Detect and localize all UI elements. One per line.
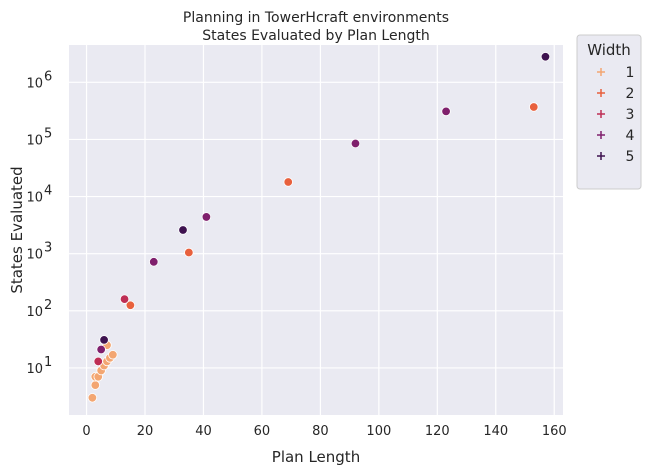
data-point-width-5 bbox=[540, 52, 551, 62]
legend-label-3: 3 bbox=[626, 107, 635, 123]
data-point-width-4 bbox=[96, 344, 106, 355]
y-tick-exponent: 4 bbox=[44, 184, 52, 199]
grid bbox=[69, 45, 563, 415]
x-tick-label: 40 bbox=[195, 424, 212, 439]
x-axis-label: Plan Length bbox=[272, 448, 360, 466]
x-tick-label: 120 bbox=[425, 424, 450, 439]
y-tick-label: 10 bbox=[26, 191, 43, 206]
legend-entries: 1 2 3 4 5 bbox=[597, 65, 635, 165]
y-tick-label: 10 bbox=[26, 133, 43, 148]
x-tick-label: 60 bbox=[254, 424, 271, 439]
data-point-width-1 bbox=[90, 380, 101, 390]
legend-marker-1 bbox=[597, 68, 605, 76]
legend-box bbox=[576, 34, 642, 190]
y-tick-exponent: 6 bbox=[44, 69, 52, 84]
plot-area bbox=[69, 45, 563, 415]
data-point-width-2 bbox=[125, 300, 136, 310]
legend-label-1: 1 bbox=[626, 65, 635, 81]
data-point-width-3 bbox=[119, 294, 130, 304]
chart-title: Planning in TowerHcraft environments bbox=[183, 10, 449, 26]
data-point-width-5 bbox=[99, 335, 109, 345]
y-tick-exponent: 5 bbox=[44, 126, 52, 141]
legend-label-2: 2 bbox=[626, 86, 635, 102]
data-point-width-2 bbox=[283, 177, 293, 187]
y-tick-exponent: 2 bbox=[44, 298, 52, 313]
data-point-width-1 bbox=[108, 350, 118, 360]
y-tick-label: 10 bbox=[26, 305, 43, 320]
legend-title: Width bbox=[587, 41, 631, 59]
data-point-width-4 bbox=[350, 138, 361, 149]
y-axis-label: States Evaluated bbox=[8, 166, 26, 293]
legend-marker-2 bbox=[597, 89, 605, 97]
y-tick-label: 10 bbox=[26, 248, 43, 263]
legend-label-4: 4 bbox=[626, 128, 635, 144]
data-point-width-2 bbox=[529, 102, 539, 112]
x-tick-label: 140 bbox=[483, 424, 508, 439]
legend-marker-3 bbox=[597, 110, 605, 118]
x-tick-label: 0 bbox=[82, 424, 90, 439]
legend-marker-5 bbox=[597, 152, 605, 160]
x-tick-labels: 0 20 40 60 80 100 120 140 160 bbox=[82, 424, 566, 439]
x-tick-label: 80 bbox=[312, 424, 329, 439]
data-point-width-4 bbox=[441, 106, 451, 117]
data-point-width-1 bbox=[87, 393, 98, 403]
y-tick-label: 10 bbox=[26, 76, 43, 91]
y-tick-exponent: 3 bbox=[44, 241, 52, 256]
x-tick-label: 160 bbox=[542, 424, 567, 439]
y-tick-label: 10 bbox=[26, 362, 43, 377]
data-point-width-2 bbox=[184, 247, 194, 258]
data-point-width-4 bbox=[149, 257, 159, 267]
data-point-width-3 bbox=[93, 356, 103, 367]
chart-subtitle: States Evaluated by Plan Length bbox=[202, 28, 429, 44]
legend-marker-4 bbox=[597, 131, 605, 139]
data-point-width-5 bbox=[178, 225, 188, 235]
data-point-width-4 bbox=[201, 212, 212, 222]
legend-label-5: 5 bbox=[626, 149, 635, 165]
x-tick-label: 100 bbox=[366, 424, 391, 439]
x-tick-label: 20 bbox=[137, 424, 154, 439]
y-tick-exponent: 1 bbox=[44, 355, 52, 370]
data-points bbox=[87, 52, 551, 403]
legend: Width 1 2 3 4 5 bbox=[576, 34, 642, 190]
